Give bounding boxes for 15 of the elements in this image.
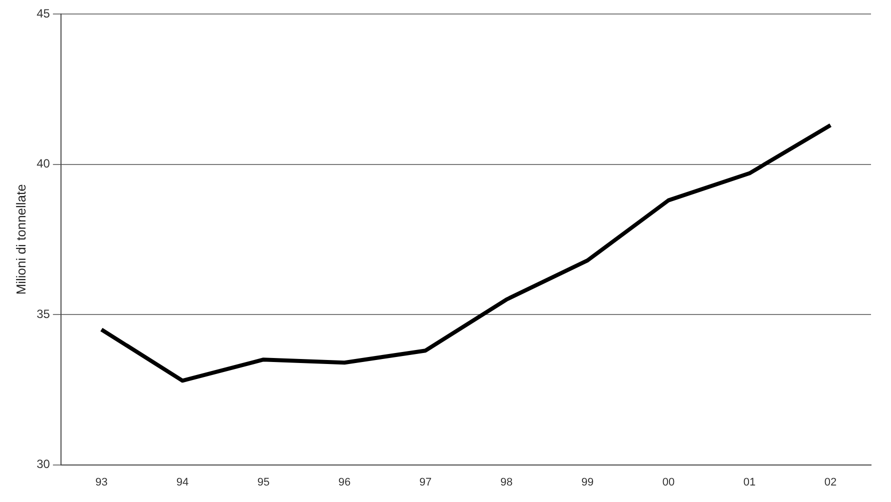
x-tick-label: 01 [743,476,756,488]
x-tick-label: 94 [176,476,189,488]
x-tick-label: 96 [338,476,351,488]
x-tick-label: 95 [257,476,270,488]
x-tick-label: 99 [581,476,594,488]
y-axis-title: Milioni di tonnellate [13,184,28,295]
y-tick-label: 45 [36,6,50,20]
x-tick-label: 02 [824,476,837,488]
y-tick-label: 30 [36,457,50,472]
y-tick-label: 35 [36,306,50,321]
x-tick-label: 00 [662,476,675,488]
y-tick-label: 40 [36,156,50,171]
x-tick-label: 98 [500,476,513,488]
x-tick-label: 97 [419,476,432,488]
x-tick-label: 93 [95,476,108,488]
